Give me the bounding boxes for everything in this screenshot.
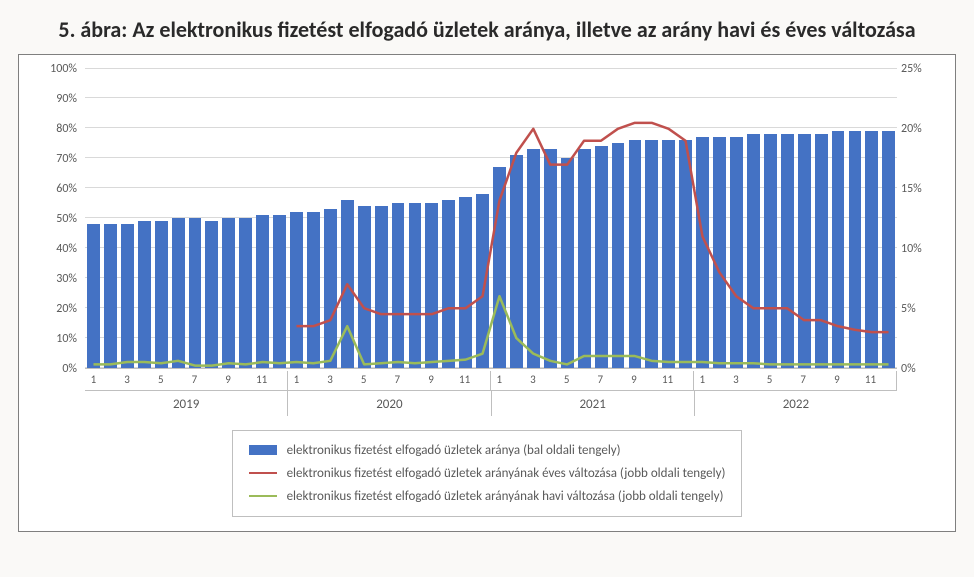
x-month-label: 9 [626,371,643,390]
x-month-label: 5 [152,371,169,390]
x-month-label: 7 [389,371,406,390]
x-month-label: 7 [592,371,609,390]
legend-label: elektronikus fizetést elfogadó üzletek a… [287,443,621,458]
x-month-label [169,371,186,390]
x-month-label [575,371,592,390]
x-month-label: 3 [322,371,339,390]
x-year-label: 2019 [85,391,288,416]
x-year-label: 2021 [492,391,695,416]
y-left-tick: 20% [37,303,81,315]
x-month-label: 9 [828,371,845,390]
x-month-label [845,371,862,390]
x-month-label [744,371,761,390]
plot-area: 0%10%20%30%40%50%60%70%80%90%100% 0%5%10… [85,69,897,369]
x-year-label: 2020 [288,391,491,416]
line-path [93,296,888,365]
x-month-label: 9 [220,371,237,390]
y-right-tick: 5% [897,303,941,315]
x-month-label: 5 [558,371,575,390]
y-left-tick: 60% [37,183,81,195]
x-month-label: 5 [761,371,778,390]
x-month-label [609,371,626,390]
x-month-label: 11 [862,371,879,390]
y-right-tick: 25% [897,63,941,75]
x-month-label: 9 [423,371,440,390]
x-month-label: 1 [491,371,508,390]
x-month-label: 11 [253,371,270,390]
line-series [85,69,897,368]
y-left-tick: 80% [37,123,81,135]
plot [85,69,897,369]
legend-item: elektronikus fizetést elfogadó üzletek a… [249,485,726,508]
y-left-tick: 70% [37,153,81,165]
x-month-label [102,371,119,390]
y-right-tick: 0% [897,363,941,375]
y-left-tick: 30% [37,273,81,285]
y-right-tick: 20% [897,123,941,135]
x-month-label: 7 [186,371,203,390]
y-left-tick: 90% [37,93,81,105]
x-month-label [305,371,322,390]
x-month-label [439,371,456,390]
x-month-label [473,371,491,390]
x-month-label [270,371,288,390]
x-axis-months: 1357911135791113579111357911 [85,371,897,391]
x-month-label: 1 [85,371,102,390]
legend-swatch-line [249,495,277,497]
x-axis-years: 2019202020212022 [85,391,897,416]
y-axis-right: 0%5%10%15%20%25% [897,69,941,369]
y-left-tick: 100% [37,63,81,75]
x-year-label: 2022 [695,391,897,416]
x-month-label [203,371,220,390]
x-month-label: 3 [525,371,542,390]
x-month-label: 1 [694,371,711,390]
chart-frame: 0% 10% 20% 30% 40% 50% 60% 70% 80% 90% 100% 0% 5% 10… [18,54,956,532]
x-month-label [879,371,897,390]
line-path [296,122,888,331]
x-month-label [406,371,423,390]
x-month-label: 3 [727,371,744,390]
legend-swatch-bar [249,445,277,455]
x-month-label: 11 [456,371,473,390]
y-right-tick: 10% [897,243,941,255]
x-axis: 1357911135791113579111357911 20192020202… [85,371,897,416]
x-month-label [372,371,389,390]
x-month-label: 1 [288,371,305,390]
x-month-label [508,371,525,390]
y-left-tick: 50% [37,213,81,225]
x-month-label: 5 [355,371,372,390]
legend-item: elektronikus fizetést elfogadó üzletek a… [249,462,726,485]
x-month-label [778,371,795,390]
legend-swatch-line [249,472,277,474]
legend-label: elektronikus fizetést elfogadó üzletek a… [287,466,726,481]
legend-label: elektronikus fizetést elfogadó üzletek a… [287,489,724,504]
legend: elektronikus fizetést elfogadó üzletek a… [232,430,743,517]
y-right-tick: 15% [897,183,941,195]
x-month-label [642,371,659,390]
x-month-label [541,371,558,390]
x-month-label [236,371,253,390]
x-month-label: 11 [659,371,676,390]
y-left-tick: 10% [37,333,81,345]
x-month-label [812,371,829,390]
x-month-label [711,371,728,390]
y-left-tick: 0% [37,363,81,375]
x-month-label [338,371,355,390]
x-month-label [135,371,152,390]
x-month-label: 3 [119,371,136,390]
x-month-label: 7 [795,371,812,390]
legend-item: elektronikus fizetést elfogadó üzletek a… [249,439,726,462]
chart-title: 5. ábra: Az elektronikus fizetést elfoga… [18,16,956,44]
y-axis-left: 0%10%20%30%40%50%60%70%80%90%100% [37,69,81,369]
x-month-label [676,371,694,390]
y-left-tick: 40% [37,243,81,255]
